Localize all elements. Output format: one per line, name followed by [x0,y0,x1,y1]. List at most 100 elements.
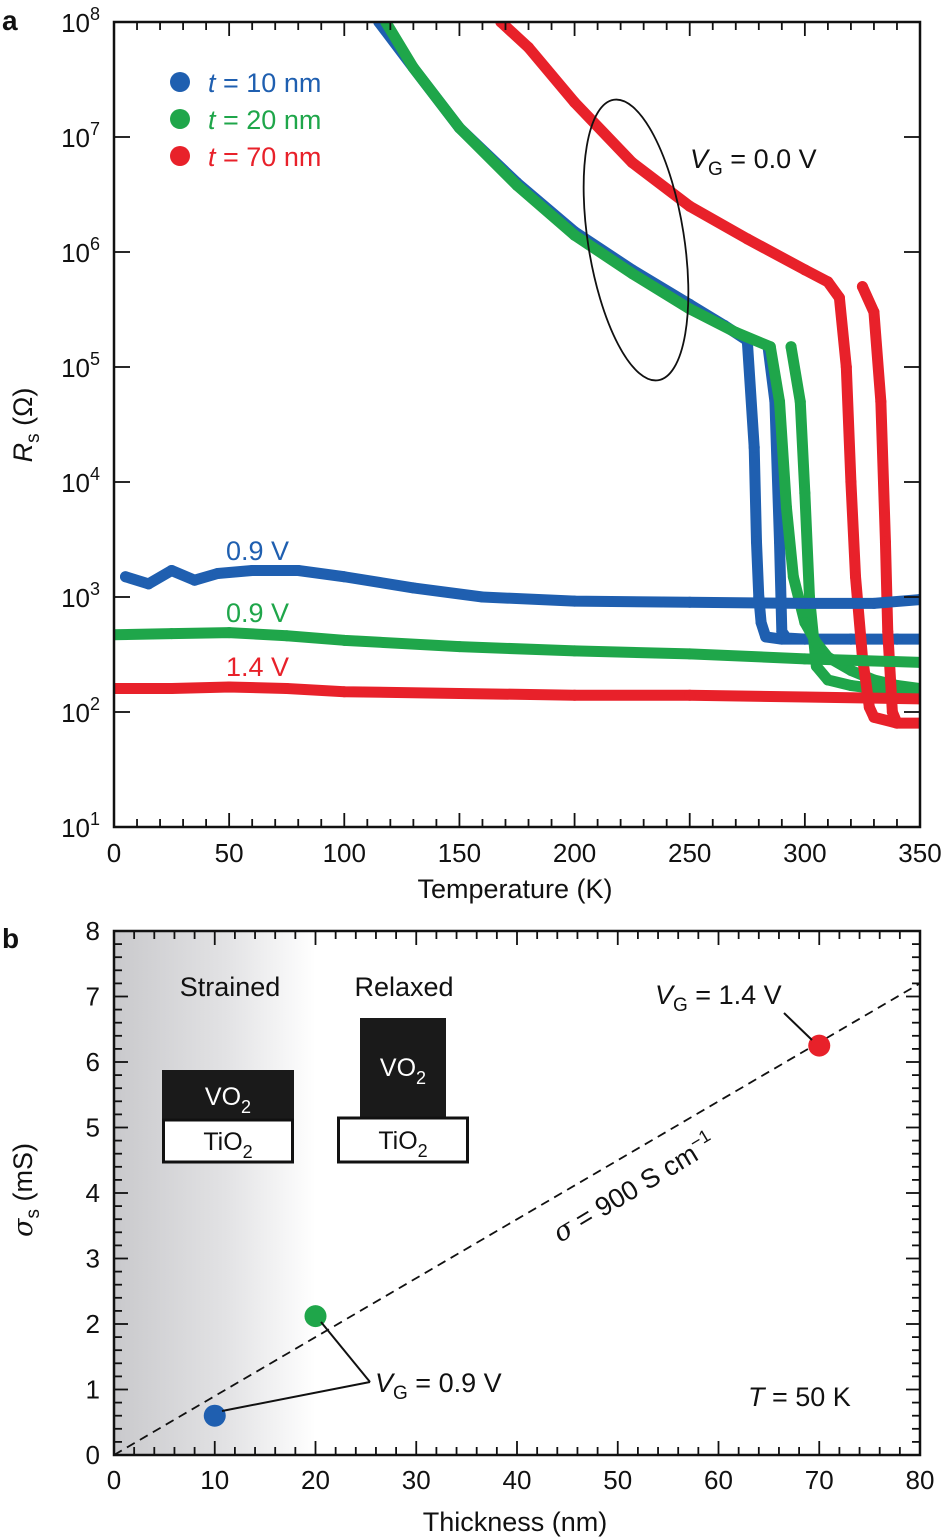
x-tick-label: 80 [906,1465,935,1495]
legend-label: t = 10 nm [208,68,321,98]
data-point [223,627,235,639]
strained-vo2-label: VO2 [205,1083,251,1117]
panel-b-plot-area [113,982,921,1456]
y-tick-label: 102 [61,694,100,728]
data-point [212,568,224,580]
data-point [845,664,857,676]
data-point [511,179,523,191]
x-tick-label: 70 [805,1465,834,1495]
panel-b-tick-labels: 0 10 20 30 40 50 60 70 80 0 1 2 3 4 5 6 7 8 [86,916,935,1495]
panel-a-x-axis-label: Temperature (K) [417,874,612,904]
data-point [304,1305,327,1328]
y-tick-label: 106 [61,234,100,268]
data-point [776,626,788,638]
y-tick-label: 8 [86,916,100,946]
y-tick-label: 1 [86,1375,100,1405]
data-point [875,396,887,408]
x-tick-label: 250 [668,838,711,868]
x-tick-label: 20 [301,1465,330,1495]
strained-region-shading [114,931,316,1455]
vg-zero-ellipse [582,98,690,382]
data-point [684,303,696,315]
data-point [785,341,797,353]
data-point [886,706,898,718]
legend-marker [170,146,190,166]
legend-label: t = 20 nm [208,105,321,135]
x-tick-label: 50 [603,1465,632,1495]
data-point [810,637,822,649]
vg-0.9-leader-green [320,1321,371,1383]
y-tick-label: 0 [86,1440,100,1470]
relaxed-stack-diagram: VO2 TiO2 [337,1018,469,1164]
data-point [833,292,845,304]
panel-a-frame [112,20,922,829]
data-point [755,617,767,629]
data-point [569,595,581,607]
data-point [684,596,696,608]
x-tick-label: 100 [323,838,366,868]
data-point [891,717,903,729]
relaxed-label: Relaxed [354,972,453,1002]
data-point [569,229,581,241]
series-2 [495,22,920,729]
data-point [338,686,350,698]
data-point [684,648,696,660]
data-point [523,42,535,54]
relaxed-vo2-layer [360,1018,446,1118]
data-point [203,1404,226,1427]
data-point [856,655,868,667]
series-4 [114,627,920,668]
x-tick-label: 50 [215,838,244,868]
series-3 [120,564,920,609]
y-tick-label: 6 [86,1047,100,1077]
panel-a-tick-labels: 0 50 100 150 200 250 300 350 101 102 103 104 105 106 1… [61,4,942,868]
y-tick-label: 2 [86,1309,100,1339]
data-point [914,693,920,705]
x-tick-label: 350 [898,838,941,868]
vg-0.9-label: VG = 0.9 V [375,1368,502,1404]
y-tick-label: 3 [86,1244,100,1274]
data-point [799,653,811,665]
x-tick-label: 300 [783,838,826,868]
data-point [914,717,920,729]
data-point [626,268,638,280]
data-point [741,233,753,245]
data-point [914,683,920,695]
vg-1.4-label: VG = 1.4 V [655,980,782,1016]
data-point [840,361,852,373]
data-point [760,631,772,643]
relaxed-vo2-label: VO2 [380,1054,426,1088]
data-point [856,281,868,293]
data-point [774,536,786,548]
legend-marker [170,72,190,92]
panel-b-letter: b [2,923,19,954]
y-tick-label: 108 [61,4,100,38]
legend-marker [170,109,190,129]
data-point [166,628,178,640]
y-tick-label: 103 [61,579,100,613]
data-point [281,683,293,695]
x-tick-label: 30 [402,1465,431,1495]
x-tick-label: 40 [503,1465,532,1495]
data-point [845,476,857,488]
data-point [223,681,235,693]
label-10nm-0.9v: 0.9 V [226,536,289,566]
data-point [453,122,465,134]
data-point [569,645,581,657]
panel-b-x-axis-label: Thickness (nm) [423,1507,608,1537]
legend-item-70nm: t = 70 nm [170,142,321,172]
data-point [407,62,419,74]
data-point [407,582,419,594]
data-point [882,626,894,638]
data-point [850,571,862,583]
data-point [914,633,920,645]
data-point [774,396,786,408]
data-point [822,276,834,288]
strained-tio2-layer [162,1118,294,1164]
data-point [799,617,811,629]
panel-b: b 0 10 20 30 40 50 60 70 80 0 1 2 3 4 5 6 7 8 Thickness (… [2,916,934,1537]
data-point [868,711,880,723]
data-point [914,656,920,668]
data-point [569,96,581,108]
data-point [166,564,178,576]
